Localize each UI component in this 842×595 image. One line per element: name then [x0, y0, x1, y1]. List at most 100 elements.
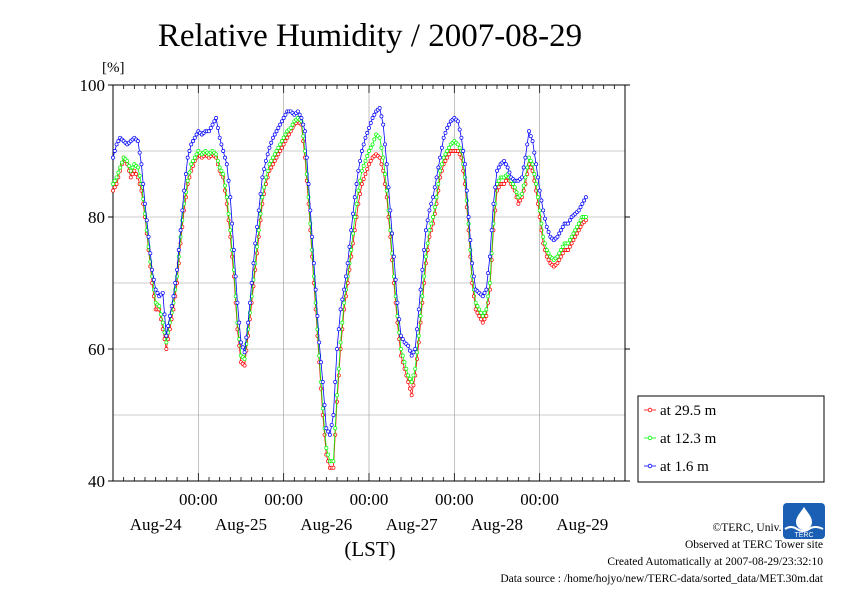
data-point	[208, 125, 213, 130]
data-point	[384, 195, 389, 200]
data-point	[479, 317, 483, 322]
data-point	[480, 314, 485, 318]
data-point	[379, 114, 384, 119]
data-point	[176, 254, 181, 259]
data-point	[539, 221, 544, 226]
data-point	[272, 152, 277, 157]
data-point	[256, 208, 261, 213]
data-point	[189, 162, 194, 167]
legend-marker	[647, 463, 653, 469]
data-point	[571, 231, 576, 236]
data-point	[518, 198, 523, 203]
data-point	[409, 380, 414, 384]
data-point	[331, 465, 336, 470]
series-1	[111, 119, 588, 470]
data-point	[111, 188, 115, 193]
data-point	[507, 170, 512, 175]
data-point	[354, 201, 359, 206]
data-point	[358, 191, 363, 196]
data-point	[425, 218, 430, 223]
data-point	[573, 228, 578, 233]
data-point	[265, 152, 270, 157]
data-point	[496, 178, 501, 183]
data-point	[226, 211, 231, 216]
chart-title: Relative Humidity / 2007-08-29	[158, 18, 582, 54]
x-day-label: Aug-27	[386, 515, 438, 534]
data-point	[367, 149, 371, 153]
data-point	[340, 297, 345, 302]
data-point	[263, 175, 268, 180]
data-point	[242, 356, 247, 361]
data-point	[537, 188, 542, 193]
data-point	[523, 175, 528, 180]
y-tick-label: 80	[88, 208, 105, 227]
data-point	[235, 300, 240, 305]
data-point	[299, 116, 304, 120]
data-point	[359, 182, 364, 186]
data-point	[368, 158, 373, 163]
data-point	[356, 168, 361, 173]
data-point	[443, 130, 448, 135]
y-tick-label: 60	[88, 340, 105, 359]
data-point	[112, 149, 117, 153]
data-point	[457, 152, 462, 157]
data-point	[439, 145, 444, 150]
x-hour-label: 00:00	[179, 490, 218, 509]
data-point	[406, 373, 411, 378]
data-point	[187, 149, 192, 153]
data-point	[466, 215, 471, 219]
data-point	[301, 134, 306, 139]
data-point	[383, 142, 387, 147]
data-point	[194, 152, 199, 157]
data-point	[427, 228, 432, 233]
data-point	[559, 254, 563, 259]
data-point	[356, 188, 361, 193]
data-point	[583, 218, 588, 223]
data-point	[137, 173, 142, 178]
data-point	[407, 386, 412, 391]
data-point	[567, 238, 572, 243]
data-point	[361, 142, 366, 147]
data-point	[297, 112, 302, 117]
data-point	[530, 139, 535, 144]
data-point	[422, 281, 427, 285]
data-point	[182, 188, 187, 193]
data-point	[400, 353, 405, 358]
data-point	[135, 165, 140, 170]
data-point	[484, 314, 489, 318]
data-point	[320, 406, 325, 411]
data-point	[271, 162, 275, 167]
data-point	[212, 119, 217, 124]
data-point	[276, 152, 281, 157]
data-point	[411, 373, 416, 378]
series-layer	[111, 106, 588, 470]
data-point	[127, 163, 131, 168]
data-point	[240, 345, 245, 350]
legend-box	[637, 395, 825, 483]
data-point	[114, 142, 119, 147]
data-point	[413, 366, 418, 371]
data-point	[228, 234, 233, 239]
data-point	[118, 165, 123, 170]
data-point	[377, 106, 382, 111]
data-point	[253, 241, 258, 246]
data-point	[379, 162, 384, 167]
data-point	[519, 175, 524, 180]
data-point	[320, 380, 325, 384]
data-point	[338, 307, 343, 312]
data-point	[151, 277, 156, 282]
data-point	[386, 185, 391, 190]
data-point	[521, 183, 526, 188]
data-point	[544, 224, 549, 229]
data-point	[290, 122, 295, 127]
data-point	[255, 224, 259, 229]
data-point	[192, 155, 197, 160]
data-point	[223, 183, 227, 188]
data-point	[391, 281, 396, 285]
x-day-label: Aug-28	[471, 515, 523, 534]
data-point	[491, 201, 496, 206]
data-point	[272, 158, 277, 163]
data-point	[352, 195, 357, 200]
data-point	[157, 304, 162, 309]
data-point	[539, 198, 544, 203]
